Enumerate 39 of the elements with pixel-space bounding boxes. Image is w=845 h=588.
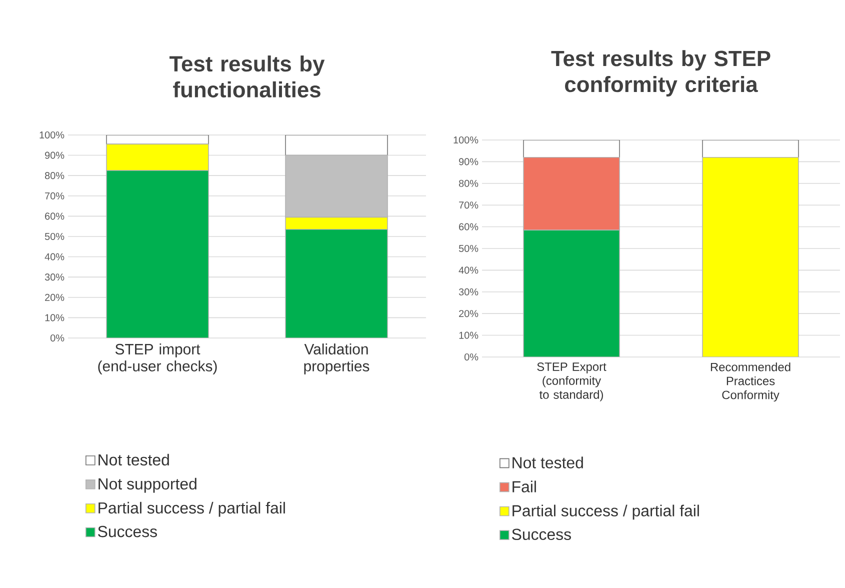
y-tick-label: 50% [458, 244, 478, 252]
y-tick-label: 70% [45, 192, 64, 200]
y-tick-label: 60% [45, 212, 64, 220]
y-tick-label: 50% [44, 232, 64, 240]
y-tick-label: 10% [459, 332, 478, 339]
y-tick-label: 40% [458, 266, 478, 274]
legend-label: Partial success / partial fail [512, 504, 699, 520]
legend-label: Not tested [512, 456, 583, 468]
y-tick-label: 100% [40, 131, 64, 139]
legend-label: Not tested [98, 454, 169, 466]
y-tick-label: 30% [44, 274, 64, 281]
bar [702, 140, 799, 158]
y-tick-label: 90% [45, 152, 64, 159]
legend-label: Success [512, 528, 571, 540]
legend-label: Partial success / partial fail [98, 502, 285, 517]
y-tick-label: 20% [45, 294, 64, 301]
y-tick-label: 60% [459, 223, 478, 230]
legend-label: Success [98, 526, 157, 538]
y-tick-label: 20% [459, 310, 478, 318]
y-tick-label: 90% [459, 158, 478, 166]
y-tick-label: 70% [459, 202, 478, 209]
y-tick-label: 30% [458, 288, 478, 296]
x-tick-label: Recommended Practices Conformity [710, 362, 790, 402]
x-tick-label: Validation properties [304, 344, 370, 374]
y-tick-label: 100% [454, 136, 478, 144]
chart-title: Test results by functionalities [170, 55, 325, 98]
y-tick-label: 0% [464, 353, 478, 361]
bar [285, 134, 388, 156]
y-tick-label: 80% [44, 172, 64, 180]
y-tick-label: 80% [458, 180, 478, 187]
legend-label: Fail [512, 480, 536, 492]
y-tick-label: 40% [44, 253, 64, 260]
bar [523, 140, 620, 158]
y-tick-label: 0% [50, 334, 64, 342]
x-tick-label: STEP import (end-user checks) [98, 344, 217, 374]
legend-label: Not supported [98, 478, 196, 493]
y-tick-label: 10% [45, 314, 64, 322]
x-tick-label: STEP Export (conformity to standard) [537, 362, 606, 402]
chart-title: Test results by STEP conformity criteria [551, 50, 770, 96]
